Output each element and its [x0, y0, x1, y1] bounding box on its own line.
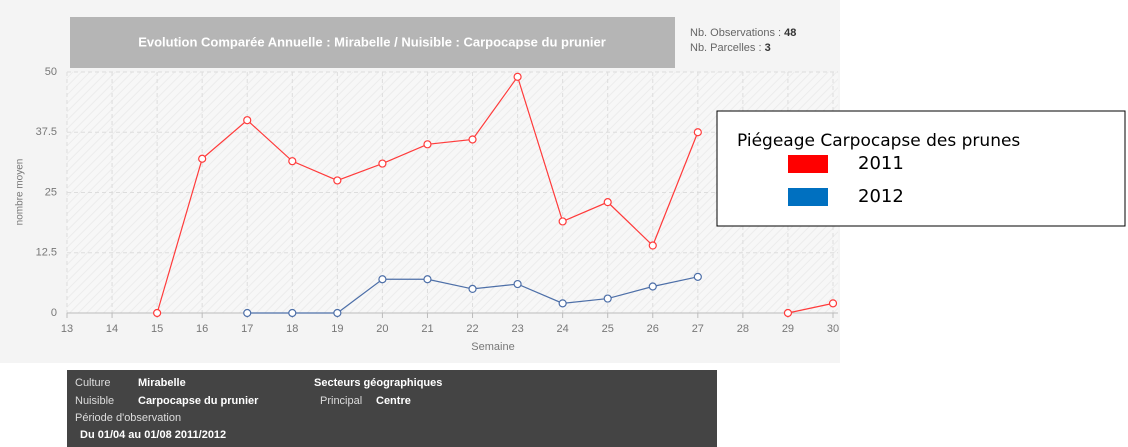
data-point: [288, 308, 297, 318]
data-point: [423, 140, 432, 149]
data-point: [468, 135, 477, 144]
x-tick-label: 26: [647, 323, 659, 335]
x-tick-label: 13: [61, 323, 73, 335]
x-tick-label: 22: [466, 323, 478, 335]
data-point: [468, 284, 477, 293]
data-point: [333, 176, 342, 185]
y-tick-label: 50: [45, 66, 57, 78]
x-tick-label: 29: [782, 323, 794, 335]
y-tick-label: 37.5: [36, 126, 57, 138]
legend-title: Piégeage Carpocapse des prunes: [737, 131, 1020, 151]
x-tick-label: 16: [196, 323, 208, 335]
data-point: [558, 217, 567, 226]
data-point: [828, 299, 838, 308]
info-label: Secteurs géographiques: [314, 377, 442, 389]
y-tick-label: 25: [45, 186, 57, 198]
x-tick-label: 20: [376, 323, 388, 335]
data-point: [648, 282, 657, 291]
plot: 0 12.5 25 37.5 50 13 14 15 16 17 18 19 20 21 22 23 24 25 2…: [36, 66, 840, 335]
data-point: [693, 272, 702, 281]
chart-title: Evolution Comparée Annuelle : Mirabelle …: [138, 34, 606, 49]
x-tick-label: 15: [151, 323, 163, 335]
data-point: [783, 308, 793, 318]
y-axis-label: nombre moyen: [15, 159, 26, 226]
x-tick-label: 24: [557, 323, 569, 335]
data-point: [378, 159, 387, 168]
info-value: Du 01/04 au 01/08 2011/2012: [80, 429, 226, 441]
x-tick-label: 21: [421, 323, 433, 335]
info-label: Culture: [75, 377, 110, 389]
x-tick-label: 17: [241, 323, 253, 335]
x-tick-label: 19: [331, 323, 343, 335]
x-tick-label: 18: [286, 323, 298, 335]
data-point: [333, 308, 342, 318]
legend-label: 2011: [858, 153, 904, 174]
data-point: [378, 275, 387, 284]
stats-value: 48: [784, 27, 796, 39]
legend-label: 2012: [858, 186, 904, 207]
stats-label: Nb. Parcelles : 3: [690, 42, 771, 54]
data-point: [603, 294, 612, 303]
info-label: Période d'observation: [75, 412, 181, 424]
legend: 2011 2012: [788, 153, 904, 207]
info-value: Centre: [376, 395, 411, 407]
legend-swatch: [788, 188, 828, 206]
x-tick-label: 25: [602, 323, 614, 335]
title-box: [70, 17, 675, 68]
data-point: [243, 308, 252, 318]
data-point: [603, 198, 612, 207]
stats-value: 3: [765, 42, 771, 54]
data-point: [153, 308, 162, 318]
x-tick-label: 27: [692, 323, 704, 335]
info-panel: [67, 370, 717, 447]
data-point: [513, 279, 522, 289]
info-value: Mirabelle: [138, 377, 186, 389]
data-point: [558, 299, 567, 308]
legend-box: [716, 110, 1126, 227]
y-tick-label: 12.5: [36, 247, 57, 259]
data-point: [243, 116, 252, 125]
info-value: Carpocapse du prunier: [138, 395, 259, 407]
info-text: Culture Mirabelle Nuisible Carpocapse du…: [75, 377, 442, 441]
data-point: [423, 275, 432, 284]
x-axis-label: Semaine: [471, 341, 514, 353]
data-point: [648, 241, 657, 250]
stats-label: Nb. Observations : 48: [690, 27, 796, 39]
info-label: Principal: [320, 395, 362, 407]
data-point: [693, 128, 702, 137]
legend-swatch: [788, 155, 828, 173]
data-point: [288, 157, 297, 166]
stats-label: Nb. Observations :: [690, 27, 781, 39]
data-point: [513, 72, 522, 81]
info-label: Nuisible: [75, 395, 114, 407]
y-tick-label: 0: [51, 307, 57, 319]
x-tick-label: 14: [106, 323, 118, 335]
data-point: [198, 154, 207, 163]
x-tick-label: 23: [511, 323, 523, 335]
x-tick-label: 28: [737, 323, 749, 335]
stats-label: Nb. Parcelles :: [690, 42, 762, 54]
x-tick-label: 30: [827, 323, 839, 335]
